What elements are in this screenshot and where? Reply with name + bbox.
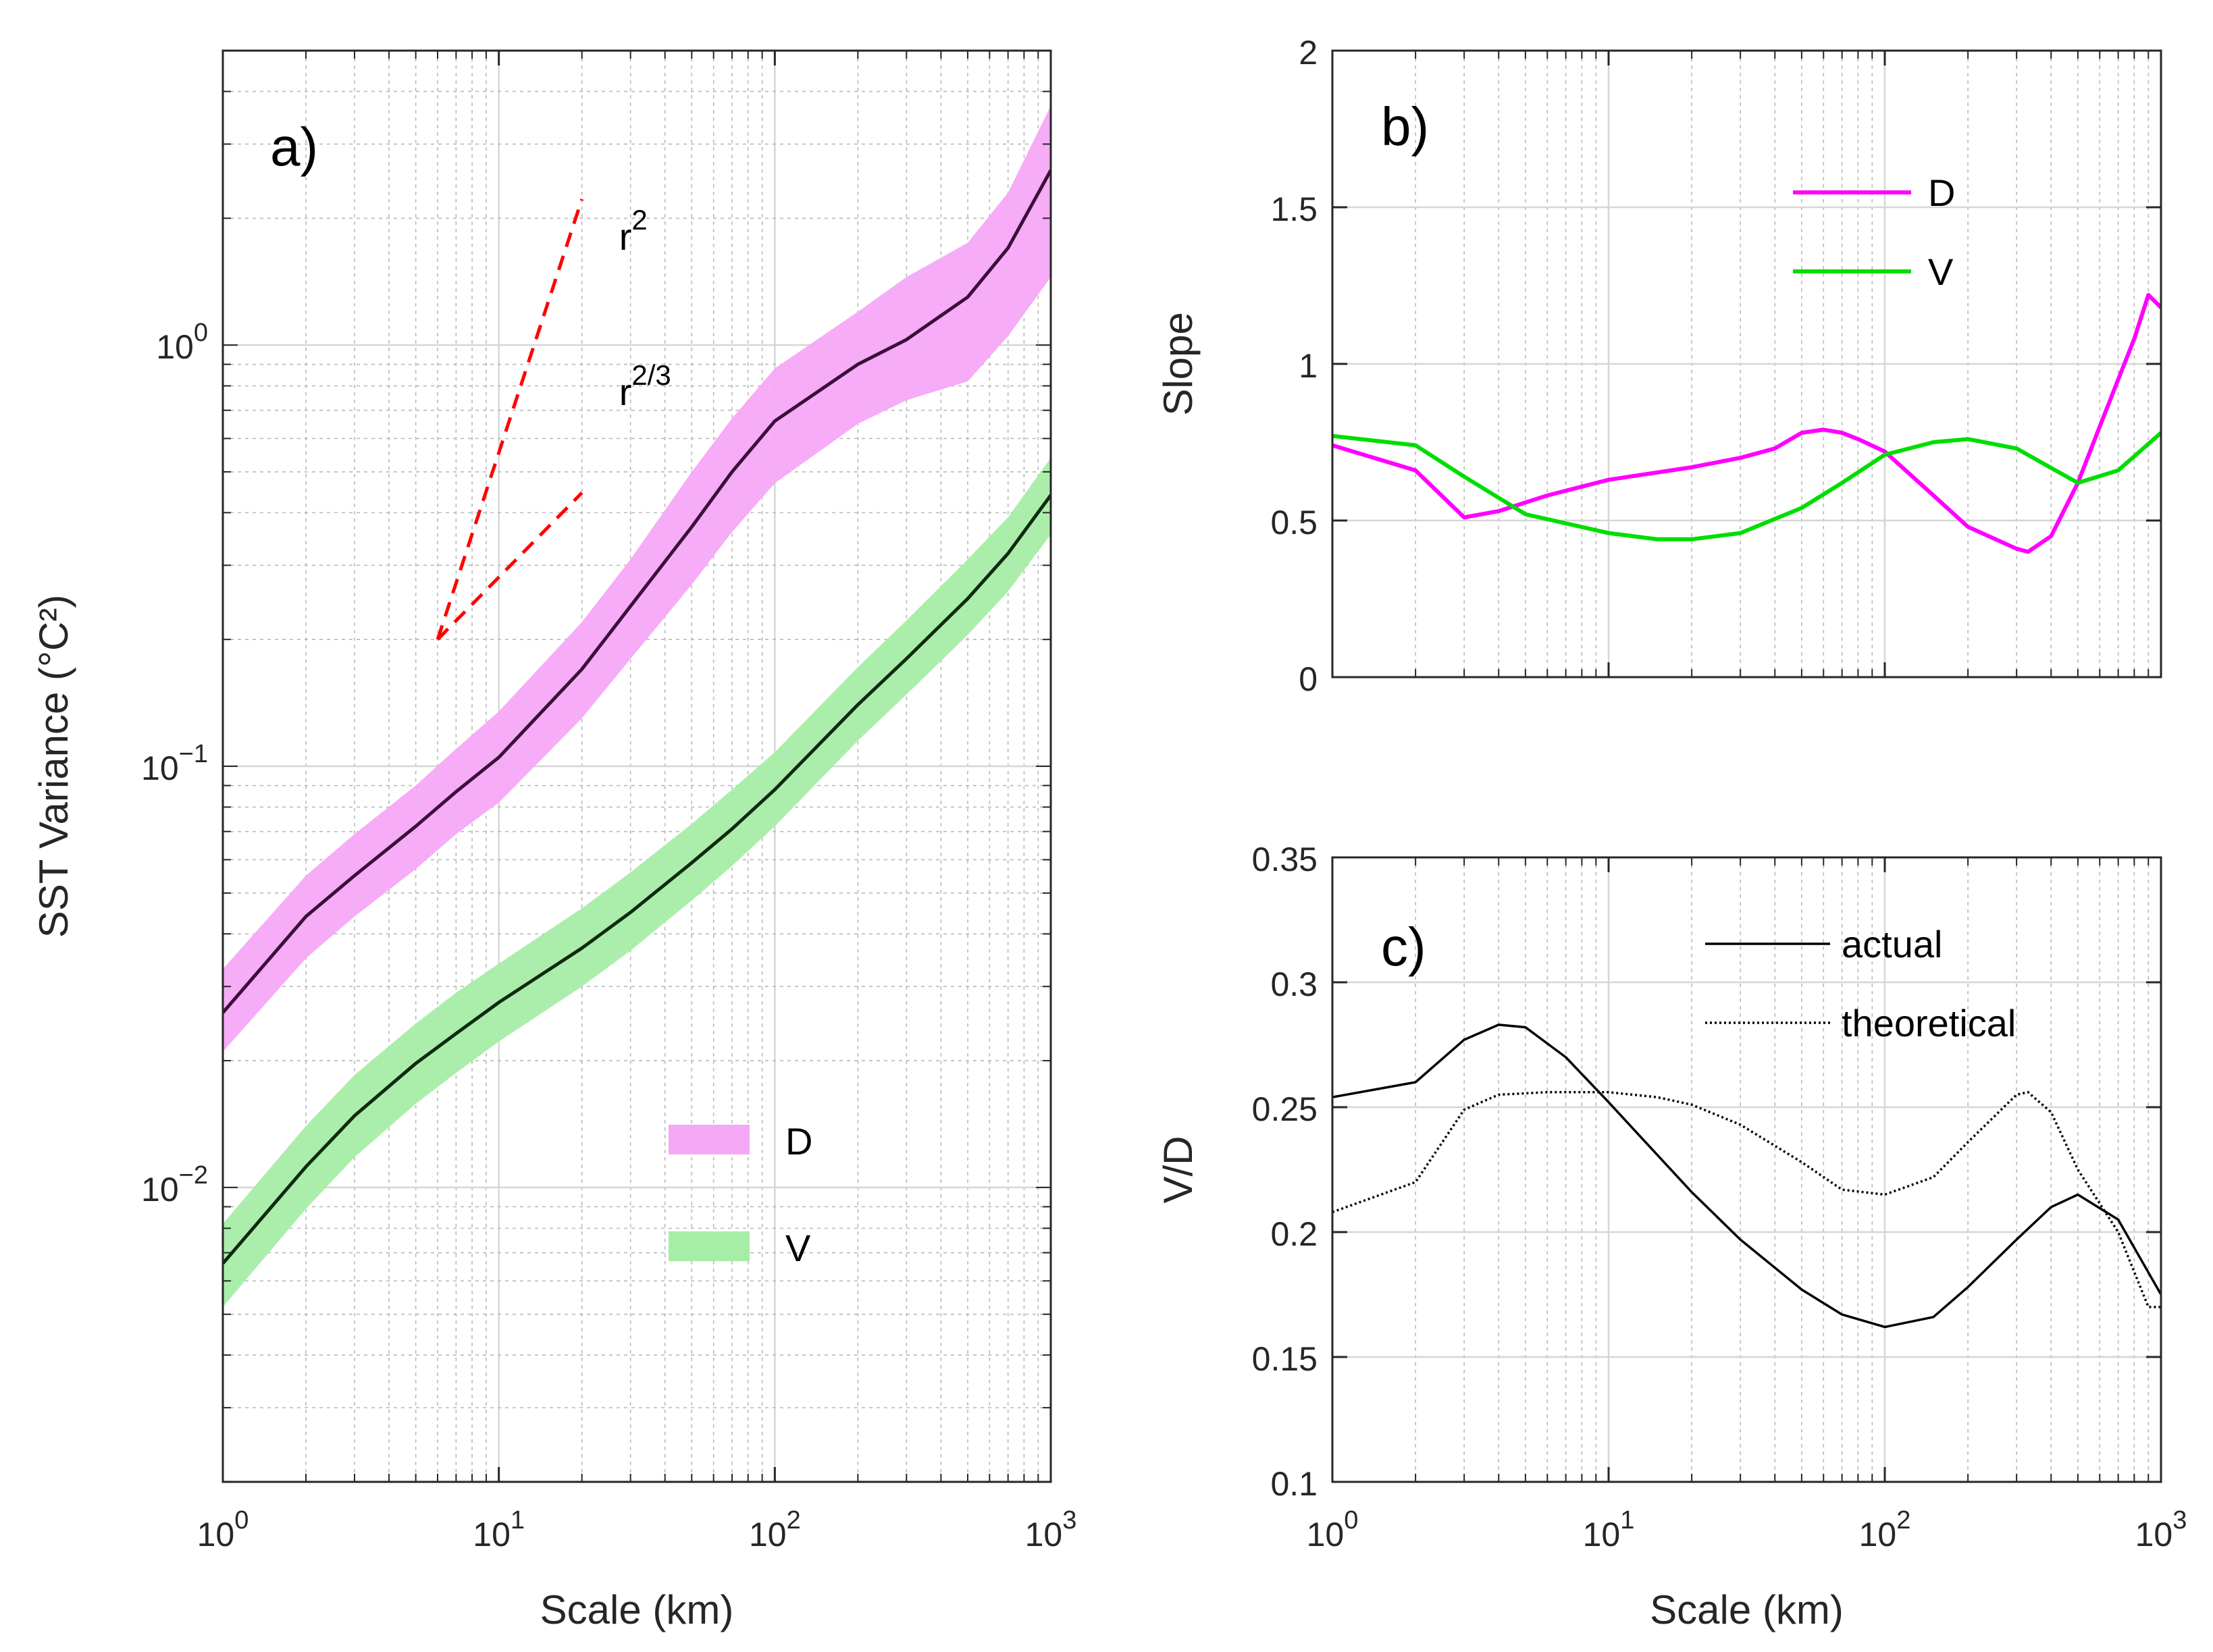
panel-c: actual theoretical 100 101 102 103 0.1 0.15 0.2 0… xyxy=(1155,841,2187,1632)
x-tick-label: 101 xyxy=(473,1506,525,1553)
series-line-V xyxy=(1332,431,2161,541)
axes-frame xyxy=(222,49,1052,1483)
y-axis-label: SST Variance (°C²) xyxy=(31,595,76,938)
y-tick-label: 100 xyxy=(156,319,208,366)
reference-label-0: r2 xyxy=(619,204,648,258)
y-tick-label: 2 xyxy=(1299,34,1318,72)
x-tick-label: 101 xyxy=(1583,1506,1635,1553)
y-tick-label: 0.1 xyxy=(1270,1465,1318,1503)
y-tick-label: 1 xyxy=(1299,347,1318,385)
reference-label-1: r2/3 xyxy=(619,359,671,413)
plot-area xyxy=(1332,857,2161,1482)
axes-frame xyxy=(1331,856,2162,1483)
band-V xyxy=(223,458,1051,1308)
series-line-V xyxy=(223,494,1051,1265)
x-tick-label: 102 xyxy=(749,1506,801,1553)
reference-line-1 xyxy=(436,491,583,641)
plot-series xyxy=(1332,1023,2161,1329)
legend-swatch-V xyxy=(669,1231,750,1261)
legend-label-actual: actual xyxy=(1842,923,1942,965)
y-tick-label: 0.2 xyxy=(1270,1215,1318,1253)
panel-a: r2 r2/3 D V 100 101 102 103 10−2 10−1 100 Scale (km… xyxy=(31,49,1077,1632)
y-tick-label: 0.15 xyxy=(1252,1340,1318,1378)
y-tick-label: 0.25 xyxy=(1252,1090,1318,1128)
panel-b: DV 0 0.5 1 1.5 2 Slope b) xyxy=(1155,34,2162,698)
series-line-D xyxy=(223,169,1051,1014)
legend-label-theoretical: theoretical xyxy=(1842,1002,2016,1044)
panel-label: c) xyxy=(1381,917,1426,977)
y-axis-label: Slope xyxy=(1155,312,1201,415)
y-tick-label: 0.3 xyxy=(1270,965,1318,1003)
x-tick-label: 100 xyxy=(197,1506,249,1553)
legend-label-D: D xyxy=(785,1120,812,1163)
y-tick-label: 10−2 xyxy=(141,1161,208,1208)
y-tick-label: 0.5 xyxy=(1270,504,1318,541)
x-axis-label: Scale (km) xyxy=(540,1587,734,1632)
plot-series xyxy=(223,105,1051,1308)
y-axis-label: V/D xyxy=(1155,1136,1201,1203)
panel-label: a) xyxy=(270,117,318,177)
plot-series xyxy=(1332,292,2161,554)
y-tick-label: 1.5 xyxy=(1270,190,1318,228)
legend-label-D: D xyxy=(1928,171,1955,214)
x-axis-label: Scale (km) xyxy=(1650,1587,1844,1632)
panel-label: b) xyxy=(1381,97,1429,157)
series-line-actual xyxy=(1332,1023,2161,1329)
y-tick-label: 0.35 xyxy=(1252,841,1318,878)
axes-frame xyxy=(1331,49,2162,678)
y-tick-label: 0 xyxy=(1299,660,1318,698)
legend-label-V: V xyxy=(1928,250,1954,293)
y-tick-label: 10−1 xyxy=(141,740,208,787)
series-line-D xyxy=(1332,292,2161,554)
legend-swatch-D xyxy=(669,1125,750,1154)
x-tick-label: 100 xyxy=(1307,1506,1359,1553)
x-tick-label: 102 xyxy=(1859,1506,1911,1553)
x-tick-label: 103 xyxy=(1025,1506,1077,1553)
legend-label-V: V xyxy=(785,1227,811,1269)
reference-line-0 xyxy=(436,198,584,640)
x-tick-label: 103 xyxy=(2135,1506,2187,1553)
